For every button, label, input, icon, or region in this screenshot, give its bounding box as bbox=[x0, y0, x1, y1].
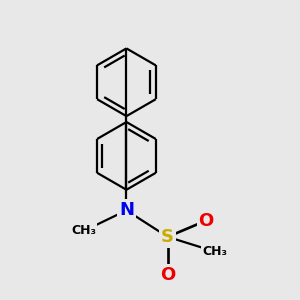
Text: CH₃: CH₃ bbox=[71, 224, 96, 238]
Text: CH₃: CH₃ bbox=[202, 245, 227, 258]
Text: O: O bbox=[198, 212, 214, 230]
Text: S: S bbox=[161, 228, 174, 246]
Text: O: O bbox=[160, 266, 175, 284]
Text: N: N bbox=[119, 201, 134, 219]
